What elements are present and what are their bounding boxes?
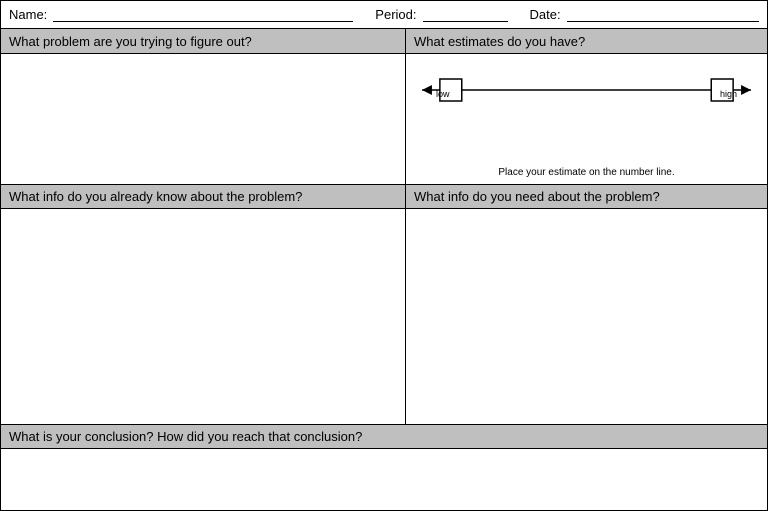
row1-bodies: low high Place your estimate on the numb… (1, 54, 767, 184)
numberline-low-label: low (436, 89, 450, 99)
conclusion-body[interactable] (1, 449, 767, 477)
problem-header: What problem are you trying to figure ou… (1, 29, 406, 54)
numberline-caption: Place your estimate on the number line. (406, 167, 767, 178)
date-field-line[interactable] (567, 8, 759, 22)
need-header: What info do you need about the problem? (406, 184, 767, 209)
row1-headers: What problem are you trying to figure ou… (1, 29, 767, 54)
problem-body[interactable] (1, 54, 406, 184)
estimates-body[interactable]: low high Place your estimate on the numb… (406, 54, 767, 184)
need-body[interactable] (406, 209, 767, 424)
student-info-row: Name: Period: Date: (1, 1, 767, 29)
worksheet: Name: Period: Date: What problem are you… (0, 0, 768, 511)
period-field-line[interactable] (423, 8, 508, 22)
name-label: Name: (9, 7, 47, 22)
number-line (420, 74, 753, 114)
conclusion-header: What is your conclusion? How did you rea… (1, 424, 767, 449)
know-body[interactable] (1, 209, 406, 424)
know-header: What info do you already know about the … (1, 184, 406, 209)
period-label: Period: (375, 7, 416, 22)
date-label: Date: (530, 7, 561, 22)
estimates-header: What estimates do you have? (406, 29, 767, 54)
row2-bodies (1, 209, 767, 424)
numberline-high-label: high (720, 89, 737, 99)
name-field-line[interactable] (53, 8, 353, 22)
row2-headers: What info do you already know about the … (1, 184, 767, 209)
